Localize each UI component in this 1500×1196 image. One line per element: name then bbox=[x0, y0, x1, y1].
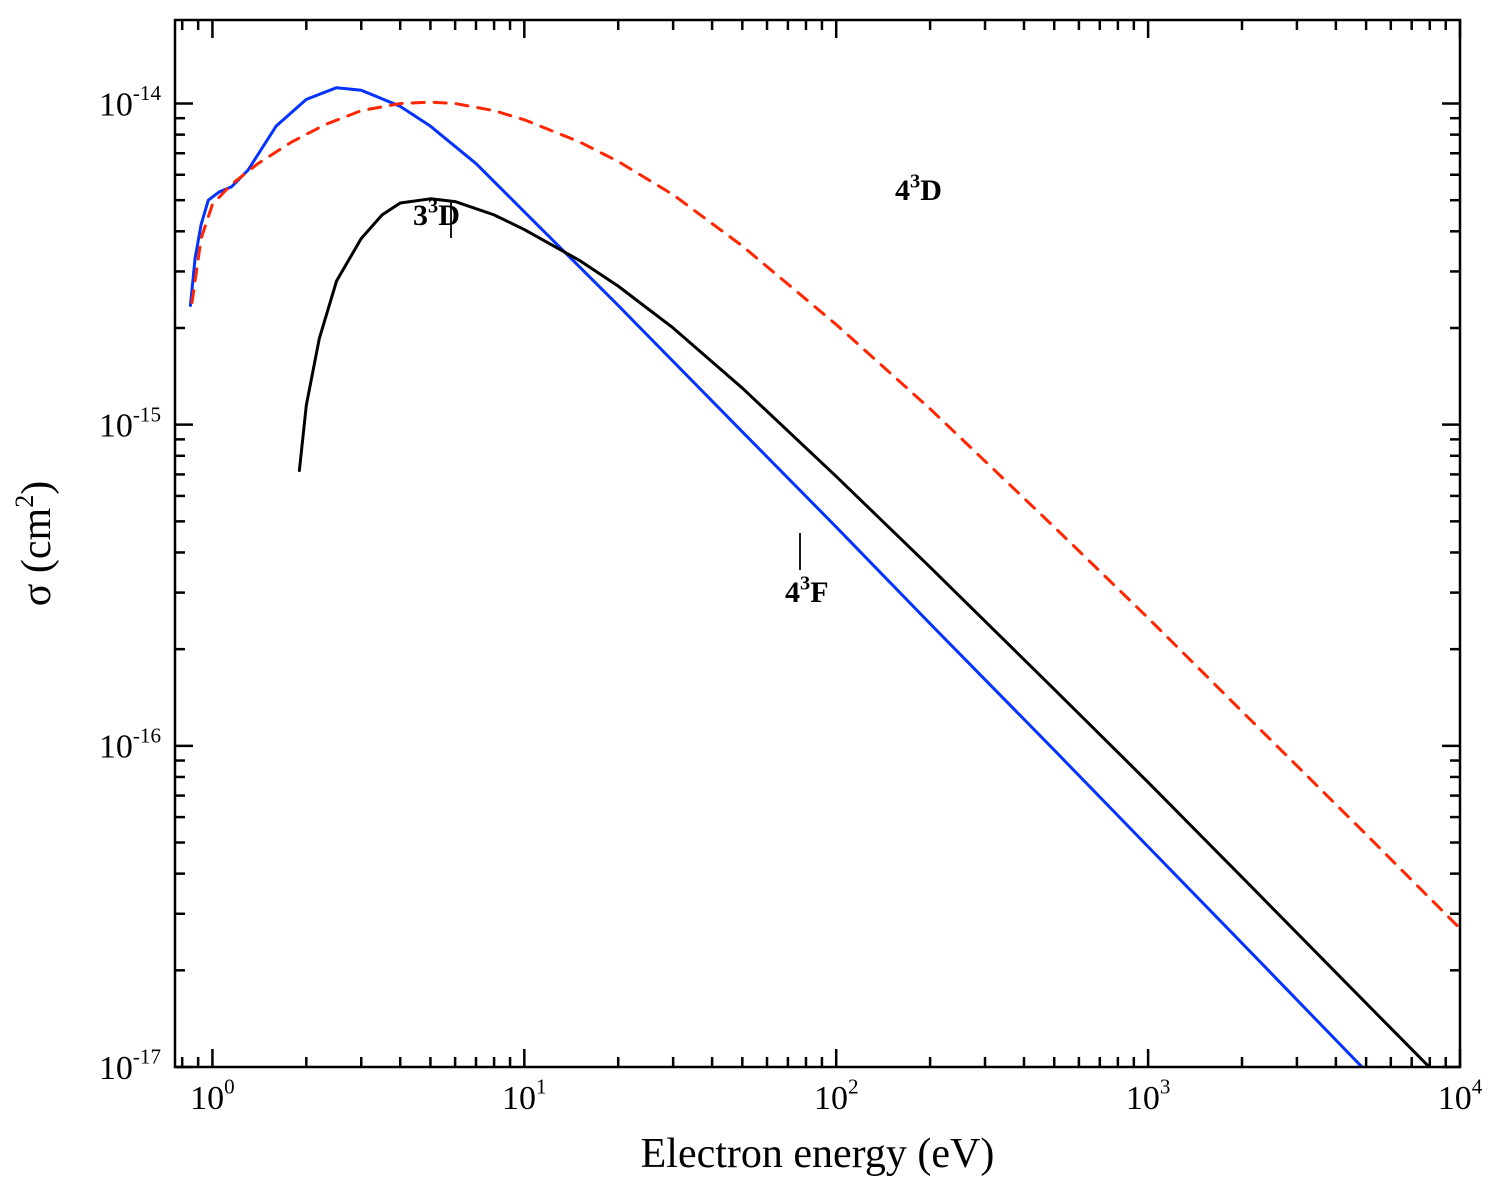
cross-section-chart: 10010110210310410-1710-1610-1510-14Elect… bbox=[0, 0, 1500, 1196]
chart-container: 10010110210310410-1710-1610-1510-14Elect… bbox=[0, 0, 1500, 1196]
svg-text:Electron energy (eV): Electron energy (eV) bbox=[641, 1131, 995, 1177]
